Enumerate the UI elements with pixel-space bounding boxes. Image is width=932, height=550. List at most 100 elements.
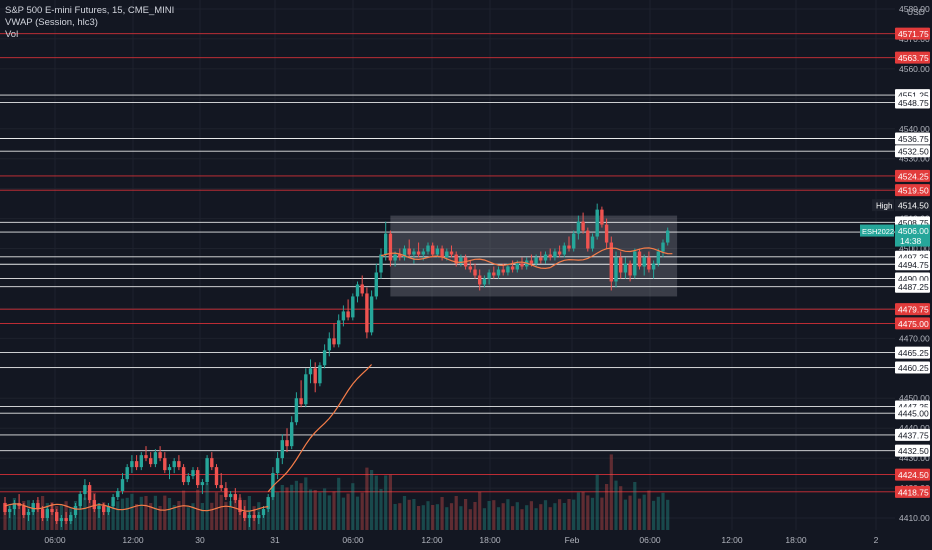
candle-up [45, 506, 49, 522]
candle-body [539, 257, 543, 261]
volume-bar [449, 503, 454, 530]
level-tag-text: 4437.75 [898, 430, 929, 440]
volume-bar [464, 499, 468, 530]
volume-bar [3, 502, 7, 530]
candle-body [87, 485, 92, 501]
horizontal-levels[interactable] [0, 33, 895, 493]
candle-body [337, 320, 341, 345]
candle-up [393, 251, 397, 267]
candle-body [623, 263, 628, 273]
candle-up [125, 464, 129, 483]
candle-body [144, 455, 148, 459]
candle-body [186, 476, 190, 483]
symbol-title[interactable]: S&P 500 E-mini Futures, 15, CME_MINI [5, 5, 175, 16]
candle-up [576, 215, 581, 240]
candle-down [604, 218, 609, 249]
candle-body [50, 509, 54, 513]
vwap-segment [615, 247, 673, 255]
candle-body [280, 440, 284, 459]
candle-down [285, 428, 289, 453]
volume-bar [520, 509, 524, 530]
level-price-tag: 4432.50 [895, 444, 930, 457]
volume-bar [539, 504, 543, 530]
candle-body [454, 254, 458, 264]
candle-body [379, 254, 383, 273]
volume-bar [393, 504, 397, 530]
symbol-tag-bg [860, 224, 894, 237]
candle-down [219, 473, 223, 492]
candle-up [97, 503, 101, 519]
level-tag-text: 4519.50 [898, 186, 929, 196]
candle-down [539, 251, 543, 264]
level-price-tag: 4563.75 [895, 51, 930, 64]
candle-down [92, 494, 96, 513]
volume-bar [600, 497, 604, 530]
candle-down [628, 260, 632, 282]
volume-bar [496, 507, 501, 530]
vwap-indicator-label[interactable]: VWAP (Session, hlc3) [5, 17, 98, 28]
candle-down [87, 482, 92, 504]
level-tag-bg [895, 51, 930, 64]
time-tick-label: 06:00 [44, 535, 66, 545]
time-tick-label: 06:00 [342, 535, 364, 545]
candle-body [487, 272, 491, 279]
candle-down [177, 455, 181, 471]
candle-body [506, 266, 510, 273]
candle-body [529, 260, 534, 264]
candle-body [191, 470, 195, 477]
volume-bar [271, 478, 275, 530]
currency-label: USD [907, 7, 925, 17]
candle-up [275, 452, 280, 480]
candle-body [572, 233, 576, 249]
candle-body [153, 452, 158, 465]
candle-body [586, 230, 590, 249]
candle-body [290, 422, 294, 447]
candle-up [294, 392, 299, 426]
candle-body [139, 455, 143, 468]
candle-body [313, 368, 317, 384]
volume-bar [374, 475, 378, 530]
candle-down [365, 287, 369, 339]
volume-bar [619, 486, 623, 530]
candle-up [186, 473, 190, 486]
level-price-tag: 4460.25 [895, 361, 930, 374]
candle-body [238, 500, 242, 513]
candle-up [496, 266, 501, 279]
level-tag-bg [895, 184, 930, 197]
high-label: High [876, 202, 892, 211]
volume-bar [501, 503, 505, 530]
candle-down [36, 497, 40, 513]
volume-bar [637, 498, 642, 530]
volume-bar [83, 497, 87, 530]
price-axis[interactable]: 4410.004420.004430.004440.004450.004460.… [860, 0, 932, 550]
level-tag-bg [895, 132, 930, 145]
volume-bar [332, 491, 336, 530]
candle-body [365, 293, 369, 333]
candle-up [369, 290, 374, 336]
volume-indicator-label[interactable]: Vol [5, 29, 19, 40]
candle-body [22, 506, 26, 516]
level-price-tag: 4445.00 [895, 407, 930, 420]
candle-down [478, 269, 482, 291]
candle-body [196, 470, 200, 486]
candle-down [407, 239, 411, 258]
candle-body [8, 509, 12, 513]
volume-bar [304, 477, 308, 530]
candle-up [257, 512, 261, 525]
volume-bar [214, 492, 219, 530]
time-axis[interactable]: 06:00 12:00 30 31 06:00 12:00 18:00 Feb 06:00 12:… [0, 530, 895, 550]
volume-bar [285, 487, 289, 530]
candle-down [416, 242, 421, 258]
candle-body [64, 518, 68, 522]
volume-bar [139, 496, 143, 530]
candle-body [3, 503, 7, 513]
level-price-tag: 4532.50 [895, 145, 930, 158]
candle-down [346, 299, 350, 321]
volume-bar [581, 491, 585, 530]
candle-up [562, 242, 566, 258]
volume-bar [299, 483, 303, 530]
level-tag-bg [895, 303, 930, 316]
candle-down [609, 236, 613, 291]
candle-body [36, 503, 40, 510]
